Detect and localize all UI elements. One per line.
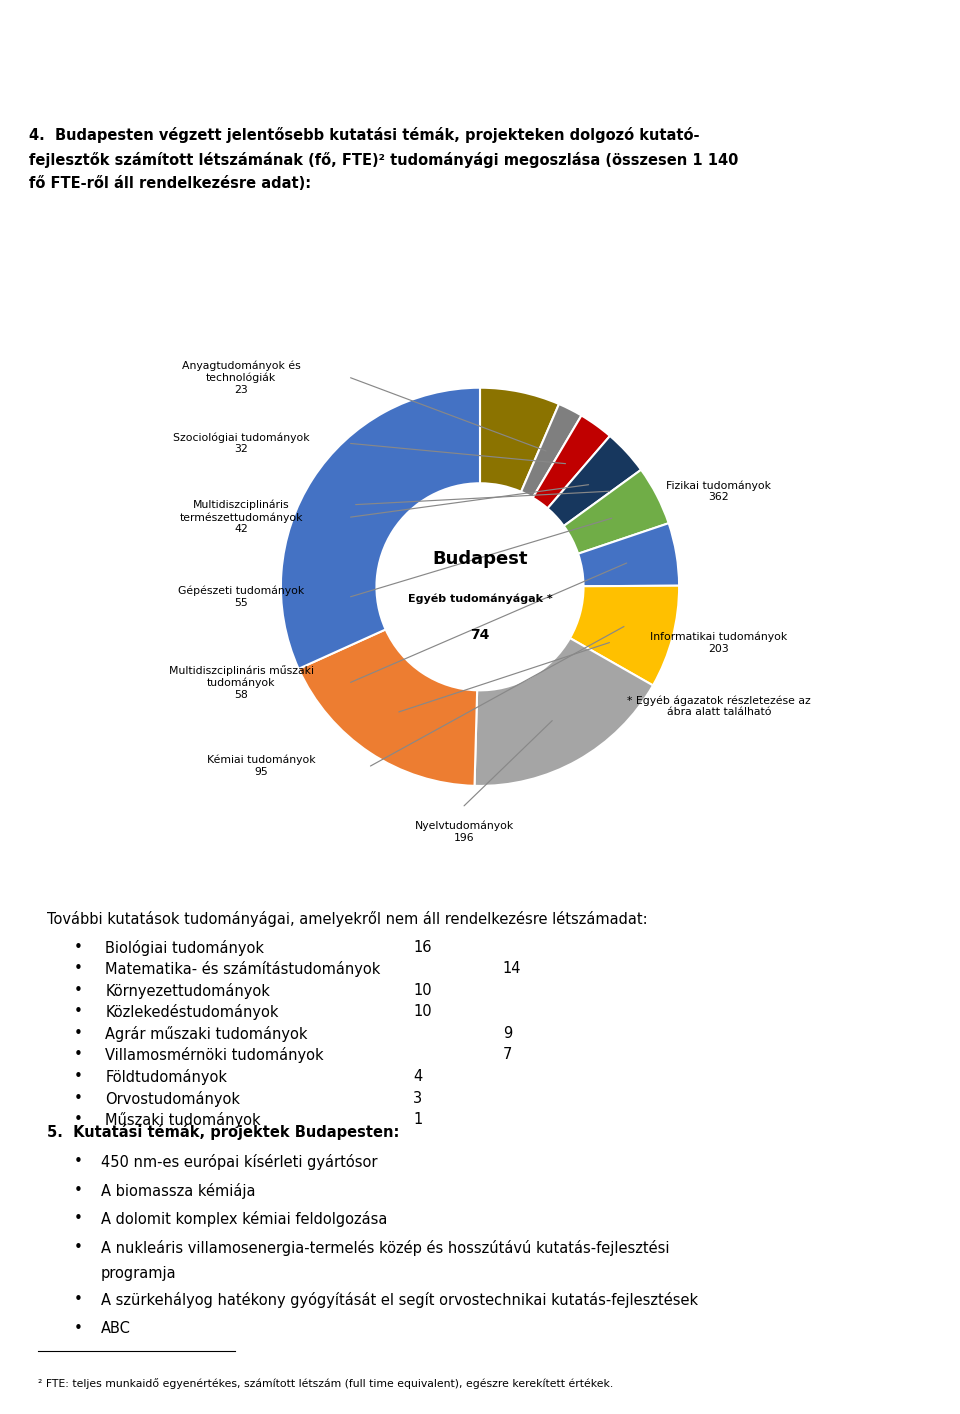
Text: •: • xyxy=(74,1004,83,1019)
Text: •: • xyxy=(74,940,83,954)
Text: 14: 14 xyxy=(503,962,521,976)
Text: 1: 1 xyxy=(414,1111,422,1127)
Text: A biomassza kémiája: A biomassza kémiája xyxy=(101,1182,255,1199)
Wedge shape xyxy=(570,585,679,686)
Text: •: • xyxy=(74,983,83,998)
Text: Fizikai tudományok
362: Fizikai tudományok 362 xyxy=(666,481,772,502)
Wedge shape xyxy=(578,523,679,587)
Text: Villamosmérnöki tudományok: Villamosmérnöki tudományok xyxy=(106,1048,324,1063)
Text: 10: 10 xyxy=(414,1004,432,1019)
Text: Multidiszciplináris műszaki
tudományok
58: Multidiszciplináris műszaki tudományok 5… xyxy=(169,665,314,700)
Text: Környezettudományok: Környezettudományok xyxy=(106,983,270,998)
Text: Műszaki tudományok: Műszaki tudományok xyxy=(106,1111,261,1128)
Text: Szociológiai tudományok
32: Szociológiai tudományok 32 xyxy=(173,433,309,454)
Text: 74: 74 xyxy=(470,628,490,642)
Text: •: • xyxy=(74,1111,83,1127)
Text: 5.  Kutatási témák, projektek Budapesten:: 5. Kutatási témák, projektek Budapesten: xyxy=(47,1124,399,1140)
Text: •: • xyxy=(74,1069,83,1085)
Text: ABC: ABC xyxy=(101,1321,131,1336)
Text: Agrár műszaki tudományok: Agrár műszaki tudományok xyxy=(106,1027,308,1042)
Text: A szürkehályog hatékony gyógyítását el segít orvostechnikai kutatás-fejlesztések: A szürkehályog hatékony gyógyítását el s… xyxy=(101,1292,698,1308)
Text: Földtudományok: Földtudományok xyxy=(106,1069,228,1085)
Text: •: • xyxy=(74,1154,83,1169)
Wedge shape xyxy=(299,629,477,786)
Text: •: • xyxy=(74,1292,83,1308)
Text: Közlekedéstudományok: Közlekedéstudományok xyxy=(106,1004,278,1021)
Wedge shape xyxy=(281,387,480,669)
Text: 10: 10 xyxy=(414,983,432,998)
Wedge shape xyxy=(533,416,610,509)
Text: ² FTE: teljes munkaidő egyenértékes, számított létszám (full time equivalent), e: ² FTE: teljes munkaidő egyenértékes, szá… xyxy=(38,1377,613,1389)
Wedge shape xyxy=(480,387,559,492)
Text: 9: 9 xyxy=(503,1027,512,1041)
Text: Orvostudományok: Orvostudományok xyxy=(106,1090,240,1107)
Text: 3: 3 xyxy=(414,1090,422,1106)
Text: Multidiszciplináris
természettudományok
42: Multidiszciplináris természettudományok … xyxy=(180,501,302,534)
Text: A dolomit komplex kémiai feldolgozása: A dolomit komplex kémiai feldolgozása xyxy=(101,1212,387,1227)
Text: 4: 4 xyxy=(414,1069,422,1085)
Text: 16: 16 xyxy=(414,940,432,954)
Wedge shape xyxy=(547,436,641,526)
Wedge shape xyxy=(521,404,582,498)
Text: Egyéb tudományágak *: Egyéb tudományágak * xyxy=(408,594,552,604)
Text: •: • xyxy=(74,1090,83,1106)
Text: További kutatások tudományágai, amelyekről nem áll rendelkezésre létszámadat:: További kutatások tudományágai, amelyekr… xyxy=(47,911,648,928)
Text: 450 nm-es európai kísérleti gyártósor: 450 nm-es európai kísérleti gyártósor xyxy=(101,1154,377,1171)
Text: •: • xyxy=(74,1027,83,1041)
Text: Kémiai tudományok
95: Kémiai tudományok 95 xyxy=(206,755,315,778)
Text: Budapest: Budapest xyxy=(432,550,528,568)
Text: Nyelvtudományok
196: Nyelvtudományok 196 xyxy=(415,820,514,843)
Text: Anyagtudományok és
technológiák
23: Anyagtudományok és technológiák 23 xyxy=(181,361,300,395)
Text: Informatikai tudományok
203: Informatikai tudományok 203 xyxy=(650,632,787,653)
Text: •: • xyxy=(74,1240,83,1254)
Wedge shape xyxy=(474,638,653,786)
Text: •: • xyxy=(74,1048,83,1062)
Text: •: • xyxy=(74,1182,83,1198)
Text: 4.  Budapesten végzett jelentősebb kutatási témák, projekteken dolgozó kutató-
f: 4. Budapesten végzett jelentősebb kutatá… xyxy=(29,127,738,191)
Text: •: • xyxy=(74,1321,83,1336)
Text: 7: 7 xyxy=(503,1048,512,1062)
Text: Matematika- és számítástudományok: Matematika- és számítástudományok xyxy=(106,962,381,977)
Text: Gépészeti tudományok
55: Gépészeti tudományok 55 xyxy=(178,585,304,608)
Text: A nukleáris villamosenergia-termelés közép és hosszútávú kutatás-fejlesztési: A nukleáris villamosenergia-termelés köz… xyxy=(101,1240,669,1256)
Wedge shape xyxy=(564,469,669,554)
Text: programja: programja xyxy=(101,1266,177,1281)
Text: •: • xyxy=(74,1212,83,1226)
Text: •: • xyxy=(74,962,83,976)
Text: * Egyéb ágazatok részletezése az
ábra alatt található: * Egyéb ágazatok részletezése az ábra al… xyxy=(627,696,811,717)
Text: Biológiai tudományok: Biológiai tudományok xyxy=(106,940,264,956)
